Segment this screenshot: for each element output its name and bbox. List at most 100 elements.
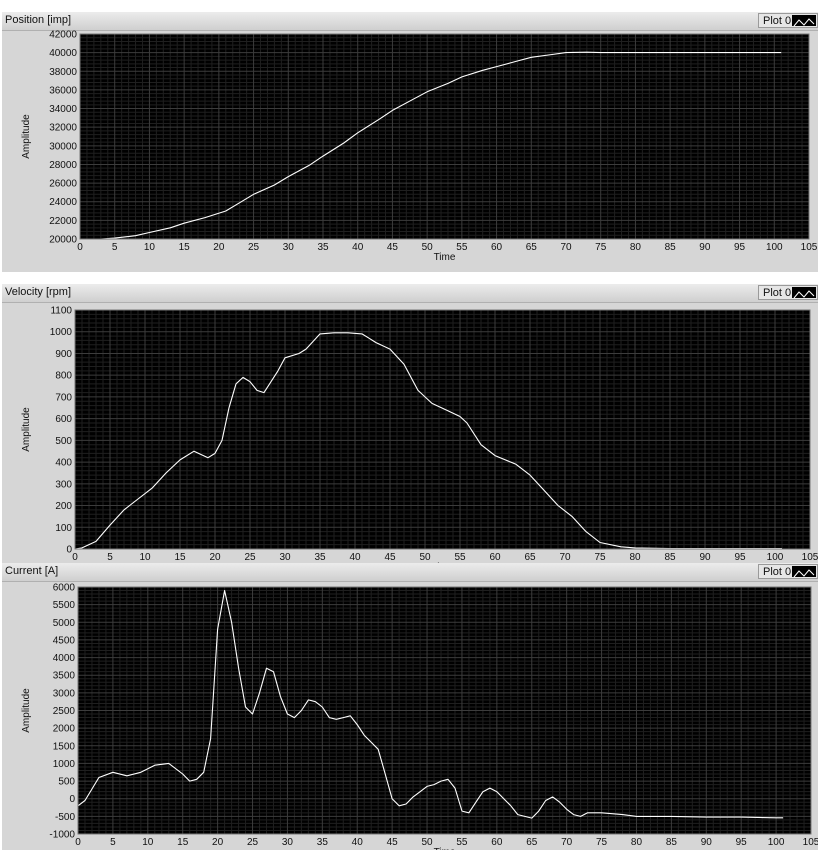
y-axis-label: Amplitude [21,407,32,452]
legend-label: Plot 0 [763,15,792,27]
y-tick-label: 4000 [53,653,76,664]
velocity-chart: 0 5 10 15 20 25 30 35 40 45 50 55 60 65 70 75 80 85 90 95 10… [21,306,818,564]
plot-area [75,310,810,549]
y-tick-label: 1000 [50,327,73,338]
velocity-chart-title: Velocity [rpm] [5,286,72,298]
x-tick-label: 75 [594,552,606,563]
legend-line-swatch-icon [792,15,816,27]
x-tick-label: 40 [352,837,364,848]
x-tick-label: 5 [110,837,116,848]
legend-line-swatch-icon [792,566,816,578]
x-tick-label: 45 [387,242,399,253]
y-tick-label: 5000 [53,618,76,629]
y-tick-label: 40000 [49,48,77,59]
y-tick-label: 0 [69,794,75,805]
x-tick-label: 90 [699,242,711,253]
x-tick-label: 0 [72,552,78,563]
x-axis-ticks: 0 5 10 15 20 25 30 35 40 45 50 55 60 65 70 75 80 85 90 95 10… [72,552,818,563]
y-tick-label: 1000 [53,759,76,770]
x-tick-label: 55 [456,837,468,848]
x-tick-label: 65 [526,837,538,848]
x-tick-label: 80 [629,552,641,563]
y-tick-label: 600 [55,414,72,425]
position-chart: 0 5 10 15 20 25 30 35 40 45 50 55 60 65 70 75 80 85 90 95 10… [21,30,818,263]
y-tick-label: 2500 [53,706,76,717]
minor-grid [80,34,809,239]
y-tick-label: 3500 [53,671,76,682]
x-tick-label: 105 [802,552,818,563]
x-tick-label: 25 [248,242,260,253]
series-line [74,332,782,550]
y-tick-label: 26000 [49,179,77,190]
x-tick-label: 35 [314,552,326,563]
x-tick-label: 60 [491,837,503,848]
current-chart-panel: Current [A] Plot 0 0 5 10 15 20 25 30 35 40 45 50 5… [2,563,818,850]
x-tick-label: 100 [768,837,785,848]
x-tick-label: 20 [213,242,225,253]
x-tick-label: 95 [736,837,748,848]
x-tick-label: 0 [77,242,83,253]
x-tick-label: 100 [766,242,783,253]
y-tick-label: 30000 [49,141,77,152]
x-tick-label: 25 [244,552,256,563]
x-tick-label: 85 [665,242,677,253]
y-tick-label: 100 [55,523,72,534]
velocity-chart-titlebar: Velocity [rpm] Plot 0 [2,284,818,303]
legend-line-swatch-icon [792,287,816,299]
x-tick-label: 85 [666,837,678,848]
y-tick-label: 800 [55,371,72,382]
x-axis-label: Time [432,562,454,563]
y-axis-label: Amplitude [21,688,32,733]
x-tick-label: 20 [209,552,221,563]
y-tick-label: 34000 [49,104,77,115]
y-tick-label: 5500 [53,600,76,611]
y-tick-label: 36000 [49,85,77,96]
x-tick-label: 60 [491,242,503,253]
x-tick-label: 65 [526,242,538,253]
x-tick-label: 60 [489,552,501,563]
y-tick-label: 400 [55,458,72,469]
plot-border [74,309,811,550]
y-tick-label: 200 [55,501,72,512]
y-axis-ticks: 20000 22000 24000 26000 28000 30000 32000 34000… [49,30,77,246]
x-tick-label: 70 [559,552,571,563]
x-tick-label: 85 [664,552,676,563]
current-chart: 0 5 10 15 20 25 30 35 40 45 50 55 60 65 70 75 80 85 90 95 10… [21,583,818,850]
x-axis-label: Time [434,252,456,263]
y-tick-label: 1100 [50,306,72,317]
y-axis-ticks: 0 100 200 300 400 500 600 700 800 900 1000 1100 [50,306,73,556]
plot-legend[interactable]: Plot 0 [758,564,818,579]
current-chart-titlebar: Current [A] Plot 0 [2,563,818,582]
x-axis-ticks: 0 5 10 15 20 25 30 35 40 45 50 55 60 65 70 75 80 85 90 95 10… [77,242,818,253]
series-line [80,51,782,240]
y-tick-label: -500 [55,812,75,823]
y-tick-label: 6000 [53,583,76,594]
x-tick-label: 25 [247,837,259,848]
x-tick-label: 50 [419,552,431,563]
y-axis-ticks: -1000 -500 0 500 1000 1500 2000 2500 3000 3500 400… [49,583,75,841]
y-tick-label: 900 [55,349,72,360]
minor-grid [78,587,811,834]
x-tick-label: 10 [139,552,151,563]
plot-legend[interactable]: Plot 0 [758,13,818,28]
x-tick-label: 95 [734,242,746,253]
x-tick-label: 50 [422,242,434,253]
x-tick-label: 75 [596,837,608,848]
y-axis-label: Amplitude [21,114,32,159]
x-tick-label: 15 [174,552,186,563]
x-axis-label: Time [434,847,456,850]
y-tick-label: -1000 [49,830,75,841]
x-tick-label: 70 [560,242,572,253]
x-tick-label: 100 [767,552,784,563]
plot-legend[interactable]: Plot 0 [758,285,818,300]
y-tick-label: 700 [55,392,72,403]
x-tick-label: 30 [282,837,294,848]
y-tick-label: 300 [55,479,72,490]
legend-label: Plot 0 [763,287,792,299]
x-tick-label: 0 [75,837,81,848]
position-chart-titlebar: Position [imp] Plot 0 [2,12,818,31]
x-tick-label: 80 [630,242,642,253]
x-tick-label: 45 [384,552,396,563]
x-tick-label: 40 [352,242,364,253]
x-tick-label: 35 [317,242,329,253]
